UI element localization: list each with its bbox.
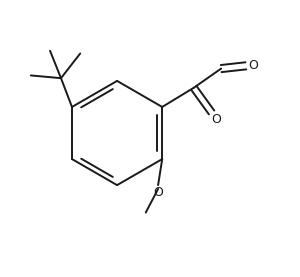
Text: O: O [153,186,163,199]
Text: O: O [248,59,258,72]
Text: O: O [211,113,220,126]
